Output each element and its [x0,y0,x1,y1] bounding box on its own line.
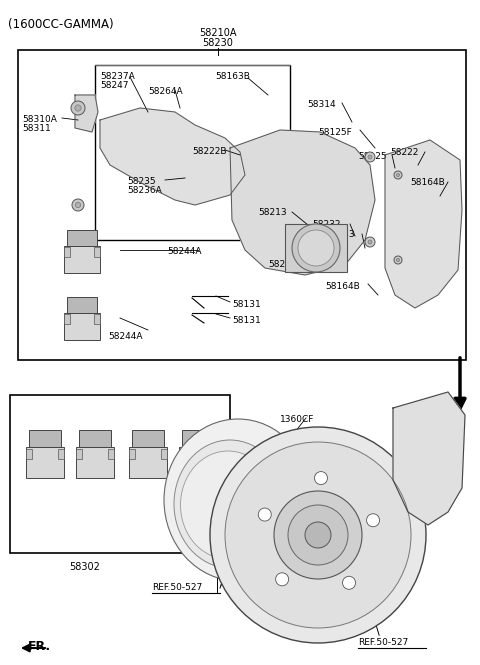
Bar [18,50,466,360]
Bar [26,450,32,460]
Circle shape [72,199,84,211]
Text: 58302: 58302 [70,562,100,572]
Text: 58210A: 58210A [199,28,237,38]
Text: 58222: 58222 [390,148,419,157]
Polygon shape [385,140,462,308]
Text: REF.50-527: REF.50-527 [152,583,202,592]
Circle shape [71,101,85,115]
Text: 58310A: 58310A [22,115,57,124]
Text: 58244A: 58244A [167,247,202,256]
Text: 58222B: 58222B [192,147,227,156]
Ellipse shape [164,419,312,581]
Text: 1360CF: 1360CF [280,415,314,424]
Text: 58235: 58235 [127,177,156,186]
Circle shape [396,174,399,177]
Text: 58247: 58247 [100,81,129,90]
Circle shape [368,240,372,244]
Bar [76,448,114,477]
Circle shape [396,259,399,261]
Polygon shape [100,108,245,205]
Bar [79,430,111,448]
Text: (1600CC-GAMMA): (1600CC-GAMMA) [8,18,114,31]
Circle shape [225,442,411,628]
Bar [161,450,167,460]
Text: 58314: 58314 [307,100,336,109]
Polygon shape [75,95,98,132]
Bar [95,65,290,240]
Bar [129,448,167,477]
Circle shape [210,427,426,643]
Circle shape [292,224,340,272]
Bar [211,450,217,460]
Text: 58164B: 58164B [325,282,360,291]
Text: 58236A: 58236A [127,186,162,195]
Text: 58125F: 58125F [318,128,352,137]
Bar [132,430,164,448]
Circle shape [276,573,288,586]
Circle shape [305,522,331,548]
Text: 58264A: 58264A [148,87,182,96]
Ellipse shape [174,440,286,568]
Bar [76,450,82,460]
Circle shape [288,505,348,565]
Bar [179,448,217,477]
Circle shape [274,491,362,579]
Text: 58131: 58131 [232,316,261,325]
Bar [64,245,100,273]
Circle shape [75,105,81,111]
Bar [26,448,64,477]
Circle shape [394,256,402,264]
Bar [67,297,97,313]
Bar [108,450,114,460]
Circle shape [367,514,380,527]
Circle shape [298,230,334,266]
Bar [58,450,64,460]
Text: 58244A: 58244A [108,332,143,341]
Circle shape [258,508,271,521]
Bar [64,313,100,340]
Bar [94,314,100,324]
Text: 58164B: 58164B [410,178,445,187]
Circle shape [365,152,375,162]
Text: 58163B: 58163B [215,72,250,81]
Circle shape [365,237,375,247]
Bar [29,430,61,448]
Text: 51711: 51711 [280,435,309,444]
Text: 58213: 58213 [258,208,287,217]
Text: REF.50-527: REF.50-527 [358,638,408,647]
Bar [182,430,214,448]
Bar [129,450,135,460]
Text: 58311: 58311 [22,124,51,133]
Bar [94,247,100,257]
Polygon shape [230,130,375,275]
Bar [179,450,185,460]
Text: 58125: 58125 [358,152,386,161]
Text: 58221: 58221 [268,260,297,269]
Circle shape [314,471,327,485]
Text: 58232: 58232 [312,220,340,229]
Text: 58237A: 58237A [100,72,135,81]
Bar [10,395,230,553]
Bar [64,314,70,324]
Bar [64,247,70,257]
Text: FR.: FR. [28,640,51,653]
Circle shape [394,171,402,179]
Text: 58233: 58233 [326,230,355,239]
Circle shape [75,202,81,207]
Bar [285,224,347,272]
Polygon shape [393,392,465,525]
Circle shape [343,577,356,589]
Text: 58230: 58230 [203,38,233,48]
Text: 58131: 58131 [232,300,261,309]
Ellipse shape [180,451,276,559]
Bar [67,229,97,245]
Circle shape [368,155,372,159]
